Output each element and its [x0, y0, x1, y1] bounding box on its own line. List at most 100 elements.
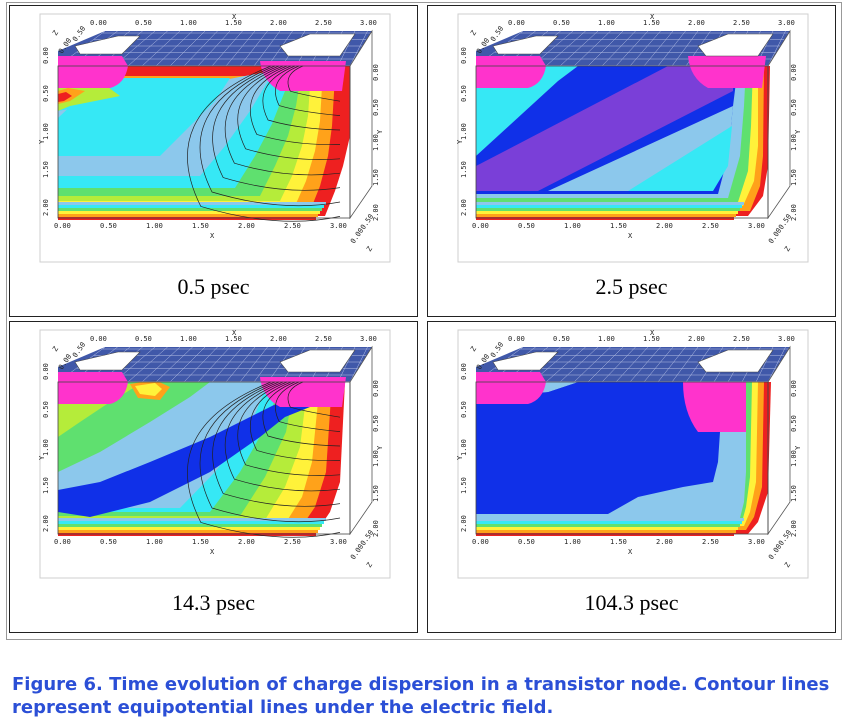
bottom-stripe: [58, 208, 322, 211]
x-axis-label-top: X: [232, 329, 237, 337]
x-tick-label: 1.50: [610, 538, 627, 546]
x-tick-label-top: 1.00: [598, 19, 615, 27]
x-tick-label: 3.00: [330, 538, 347, 546]
x-tick-label: 2.00: [656, 538, 673, 546]
x-tick-label: 2.00: [238, 222, 255, 230]
mesh-line: [225, 346, 256, 383]
y-axis-label: Y: [38, 455, 46, 460]
y-axis-label-right: Y: [376, 445, 384, 450]
x-tick-label-top: 0.50: [135, 335, 152, 343]
x-tick-label-top: 0.50: [553, 19, 570, 27]
equipotential-lines: [187, 65, 341, 222]
equipotential-line: [224, 381, 341, 492]
charge-density-contours: [476, 382, 771, 536]
x-tick-label: 0.50: [518, 222, 535, 230]
x-tick-label-top: 1.50: [225, 19, 242, 27]
y-tick-label-right: 1.00: [790, 450, 798, 467]
mesh-line: [155, 346, 193, 383]
x-tick-label-top: 1.00: [180, 19, 197, 27]
x-tick-label-top: 0.00: [90, 335, 107, 343]
time-label: 2.5 psec: [595, 274, 668, 299]
front-face-outline: [475, 65, 769, 219]
z-axis-label: Z: [469, 29, 478, 37]
mesh-line: [615, 30, 649, 67]
y-tick-label: 0.50: [460, 401, 468, 418]
time-label: 104.3 psec: [584, 590, 679, 615]
equipotential-line: [275, 381, 341, 432]
z-axis-label-right: Z: [365, 245, 374, 253]
x-tick-label: 1.00: [564, 538, 581, 546]
x-axis-label-top: X: [650, 329, 655, 337]
mesh-line: [587, 346, 624, 383]
x-tick-label-top: 3.00: [778, 19, 795, 27]
x-tick-label-top: 2.50: [315, 19, 332, 27]
bottom-stripe: [476, 530, 736, 533]
mesh-line: [127, 346, 168, 383]
x-tick-label: 1.50: [192, 222, 209, 230]
x-tick-label: 0.50: [100, 538, 117, 546]
mesh-line: [615, 346, 649, 383]
x-tick-label: 2.50: [284, 222, 301, 230]
bottom-stripe: [58, 211, 320, 214]
mesh-line: [267, 30, 293, 67]
x-tick-label: 2.50: [702, 222, 719, 230]
mesh-line: [629, 346, 661, 383]
x-tick-label: 2.50: [702, 538, 719, 546]
mesh-line: [169, 346, 206, 383]
bottom-stripe: [58, 521, 324, 524]
contour-band: [628, 126, 732, 191]
x-tick-label-top: 3.00: [360, 19, 377, 27]
y-tick-label-right: 0.00: [372, 64, 380, 81]
y-axis-label: Y: [456, 139, 464, 144]
x-tick-label: 3.00: [748, 222, 765, 230]
mesh-line: [197, 346, 231, 383]
bottom-stripe: [58, 533, 316, 536]
x-tick-label-top: 2.00: [270, 19, 287, 27]
contour-band: [135, 383, 162, 396]
y-tick-label-right: 1.00: [790, 134, 798, 151]
mesh-line: [211, 346, 243, 383]
y-tick-label-right: 0.50: [372, 415, 380, 432]
x-tick-label-top: 2.00: [270, 335, 287, 343]
x-tick-label-top: 0.50: [553, 335, 570, 343]
x-axis-label-top: X: [650, 13, 655, 21]
mesh-line: [545, 30, 586, 67]
y-tick-label-right: 0.50: [372, 99, 380, 116]
y-tick-label: 0.00: [42, 47, 50, 64]
drain-window: [279, 349, 356, 373]
equipotential-line: [262, 65, 341, 131]
y-tick-label: 0.50: [42, 401, 50, 418]
mesh-line: [657, 346, 686, 383]
x-axis-label-top: X: [232, 13, 237, 21]
source-window: [74, 35, 141, 55]
bottom-stripe: [476, 527, 738, 530]
x-tick-label-top: 1.50: [643, 335, 660, 343]
mesh-line: [685, 346, 711, 383]
y-tick-label-right: 2.00: [372, 204, 380, 221]
time-label: 14.3 psec: [171, 590, 256, 615]
bottom-stripe: [476, 202, 744, 205]
simulation-panel: 0.00 0.50 1.00 1.50 2.00 2.50 3.00 0.00 0.50 1.00…: [427, 5, 836, 317]
source-window: [74, 351, 141, 371]
mesh-line: [767, 346, 786, 383]
bottom-stripe: [476, 211, 738, 214]
y-tick-label: 1.50: [460, 161, 468, 178]
equipotential-line: [199, 381, 341, 523]
mesh-line: [349, 346, 368, 383]
mesh-line: [267, 346, 293, 383]
y-tick-label: 1.00: [42, 123, 50, 140]
mesh-line: [183, 30, 218, 67]
mesh-line: [573, 30, 611, 67]
mesh-line: [155, 30, 193, 67]
bottom-stripe: [476, 205, 742, 208]
mesh-line: [169, 30, 206, 67]
front-face-outline: [475, 381, 769, 535]
bottom-stripe: [476, 217, 734, 220]
y-tick-label: 0.00: [460, 363, 468, 380]
x-axis-label: X: [210, 232, 215, 240]
drain-window: [279, 33, 356, 57]
x-tick-label: 1.50: [610, 222, 627, 230]
x-tick-label: 1.00: [564, 222, 581, 230]
bottom-stripe: [58, 217, 316, 220]
bottom-stripe: [476, 524, 740, 527]
